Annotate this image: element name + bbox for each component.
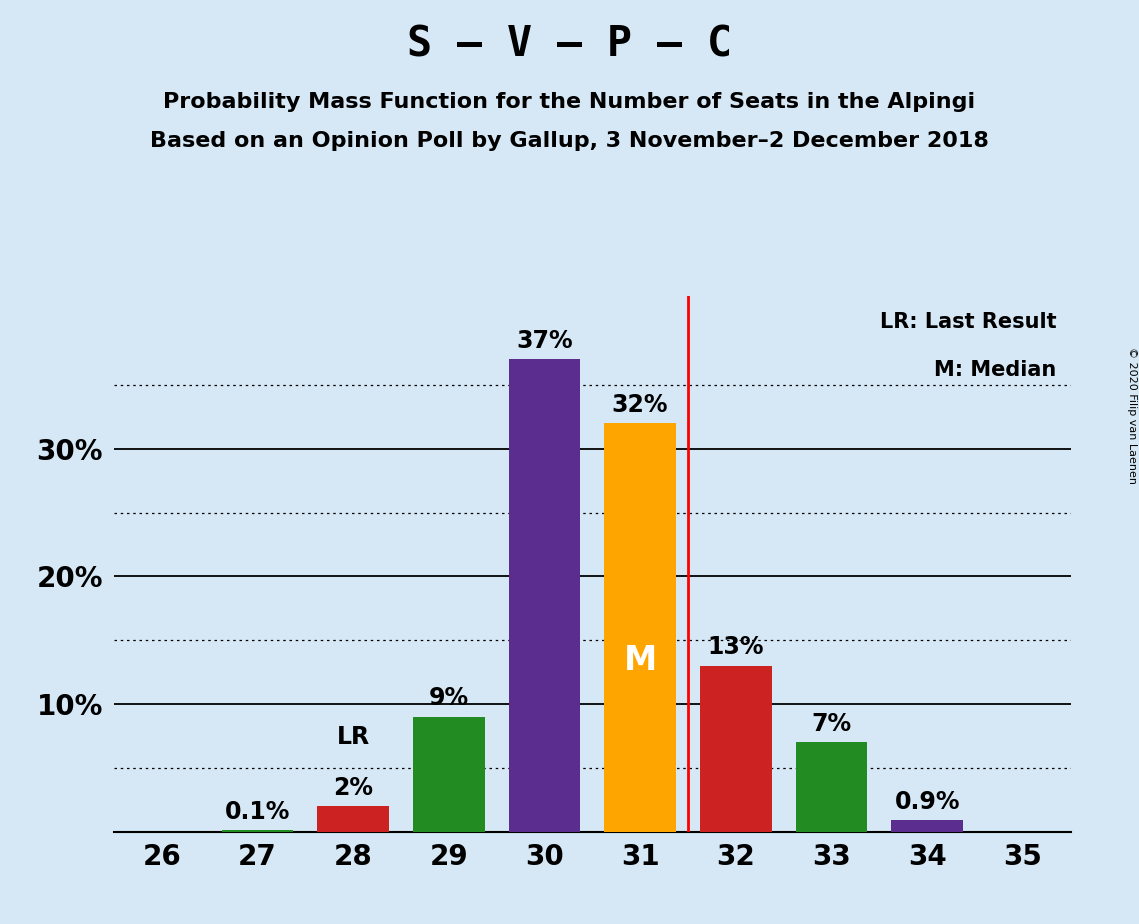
Bar: [795, 742, 868, 832]
Text: 0.9%: 0.9%: [894, 790, 960, 814]
Text: 2%: 2%: [333, 776, 374, 799]
Bar: [891, 821, 962, 832]
Text: LR: LR: [336, 724, 370, 748]
Bar: [699, 665, 771, 832]
Bar: [221, 831, 293, 832]
Text: 0.1%: 0.1%: [224, 800, 290, 824]
Bar: [317, 806, 390, 832]
Bar: [508, 359, 580, 832]
Text: 32%: 32%: [612, 393, 669, 417]
Text: M: Median: M: Median: [934, 360, 1056, 380]
Bar: [412, 717, 484, 832]
Text: 13%: 13%: [707, 636, 764, 660]
Text: S – V – P – C: S – V – P – C: [407, 23, 732, 65]
Text: M: M: [623, 644, 657, 676]
Text: LR: Last Result: LR: Last Result: [879, 311, 1056, 332]
Text: Based on an Opinion Poll by Gallup, 3 November–2 December 2018: Based on an Opinion Poll by Gallup, 3 No…: [150, 131, 989, 152]
Text: 37%: 37%: [516, 329, 573, 353]
Text: 9%: 9%: [428, 687, 469, 711]
Bar: [604, 423, 675, 832]
Text: Probability Mass Function for the Number of Seats in the Alpingi: Probability Mass Function for the Number…: [163, 92, 976, 113]
Text: © 2020 Filip van Laenen: © 2020 Filip van Laenen: [1126, 347, 1137, 484]
Text: 7%: 7%: [811, 711, 852, 736]
